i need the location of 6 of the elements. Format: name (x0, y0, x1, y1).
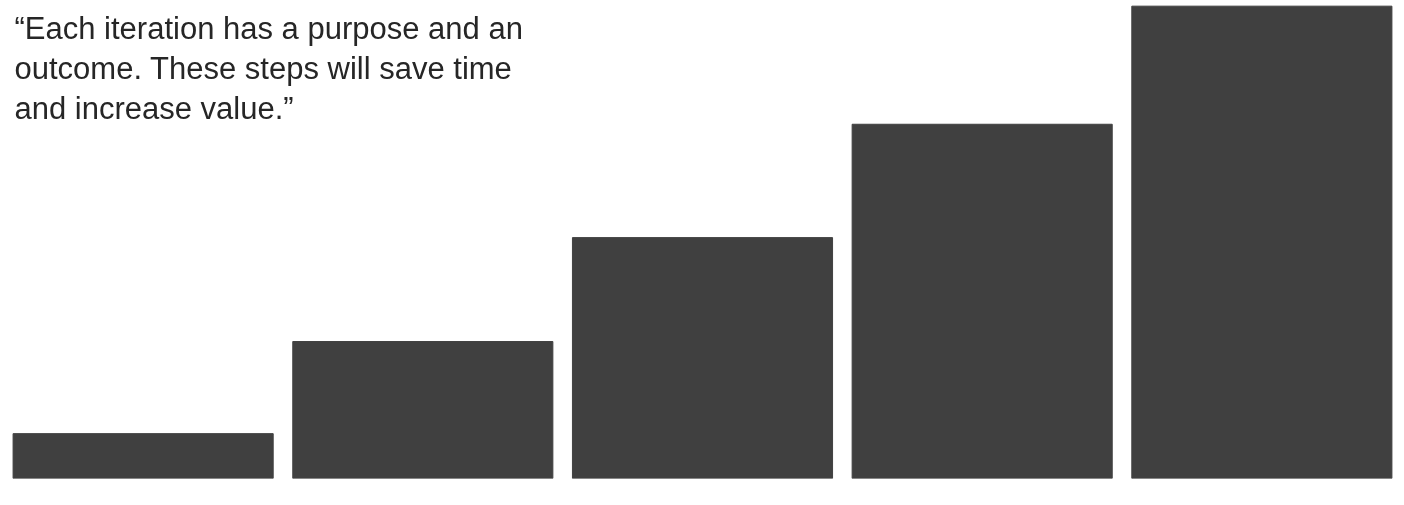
bar (292, 341, 554, 479)
text: “Each iteration has a purpose and an outcome. These steps will save time and increase value.” (14, 10, 523, 126)
bar (1131, 5, 1393, 479)
bar (851, 123, 1113, 479)
bar (571, 237, 834, 479)
bar (12, 433, 274, 479)
